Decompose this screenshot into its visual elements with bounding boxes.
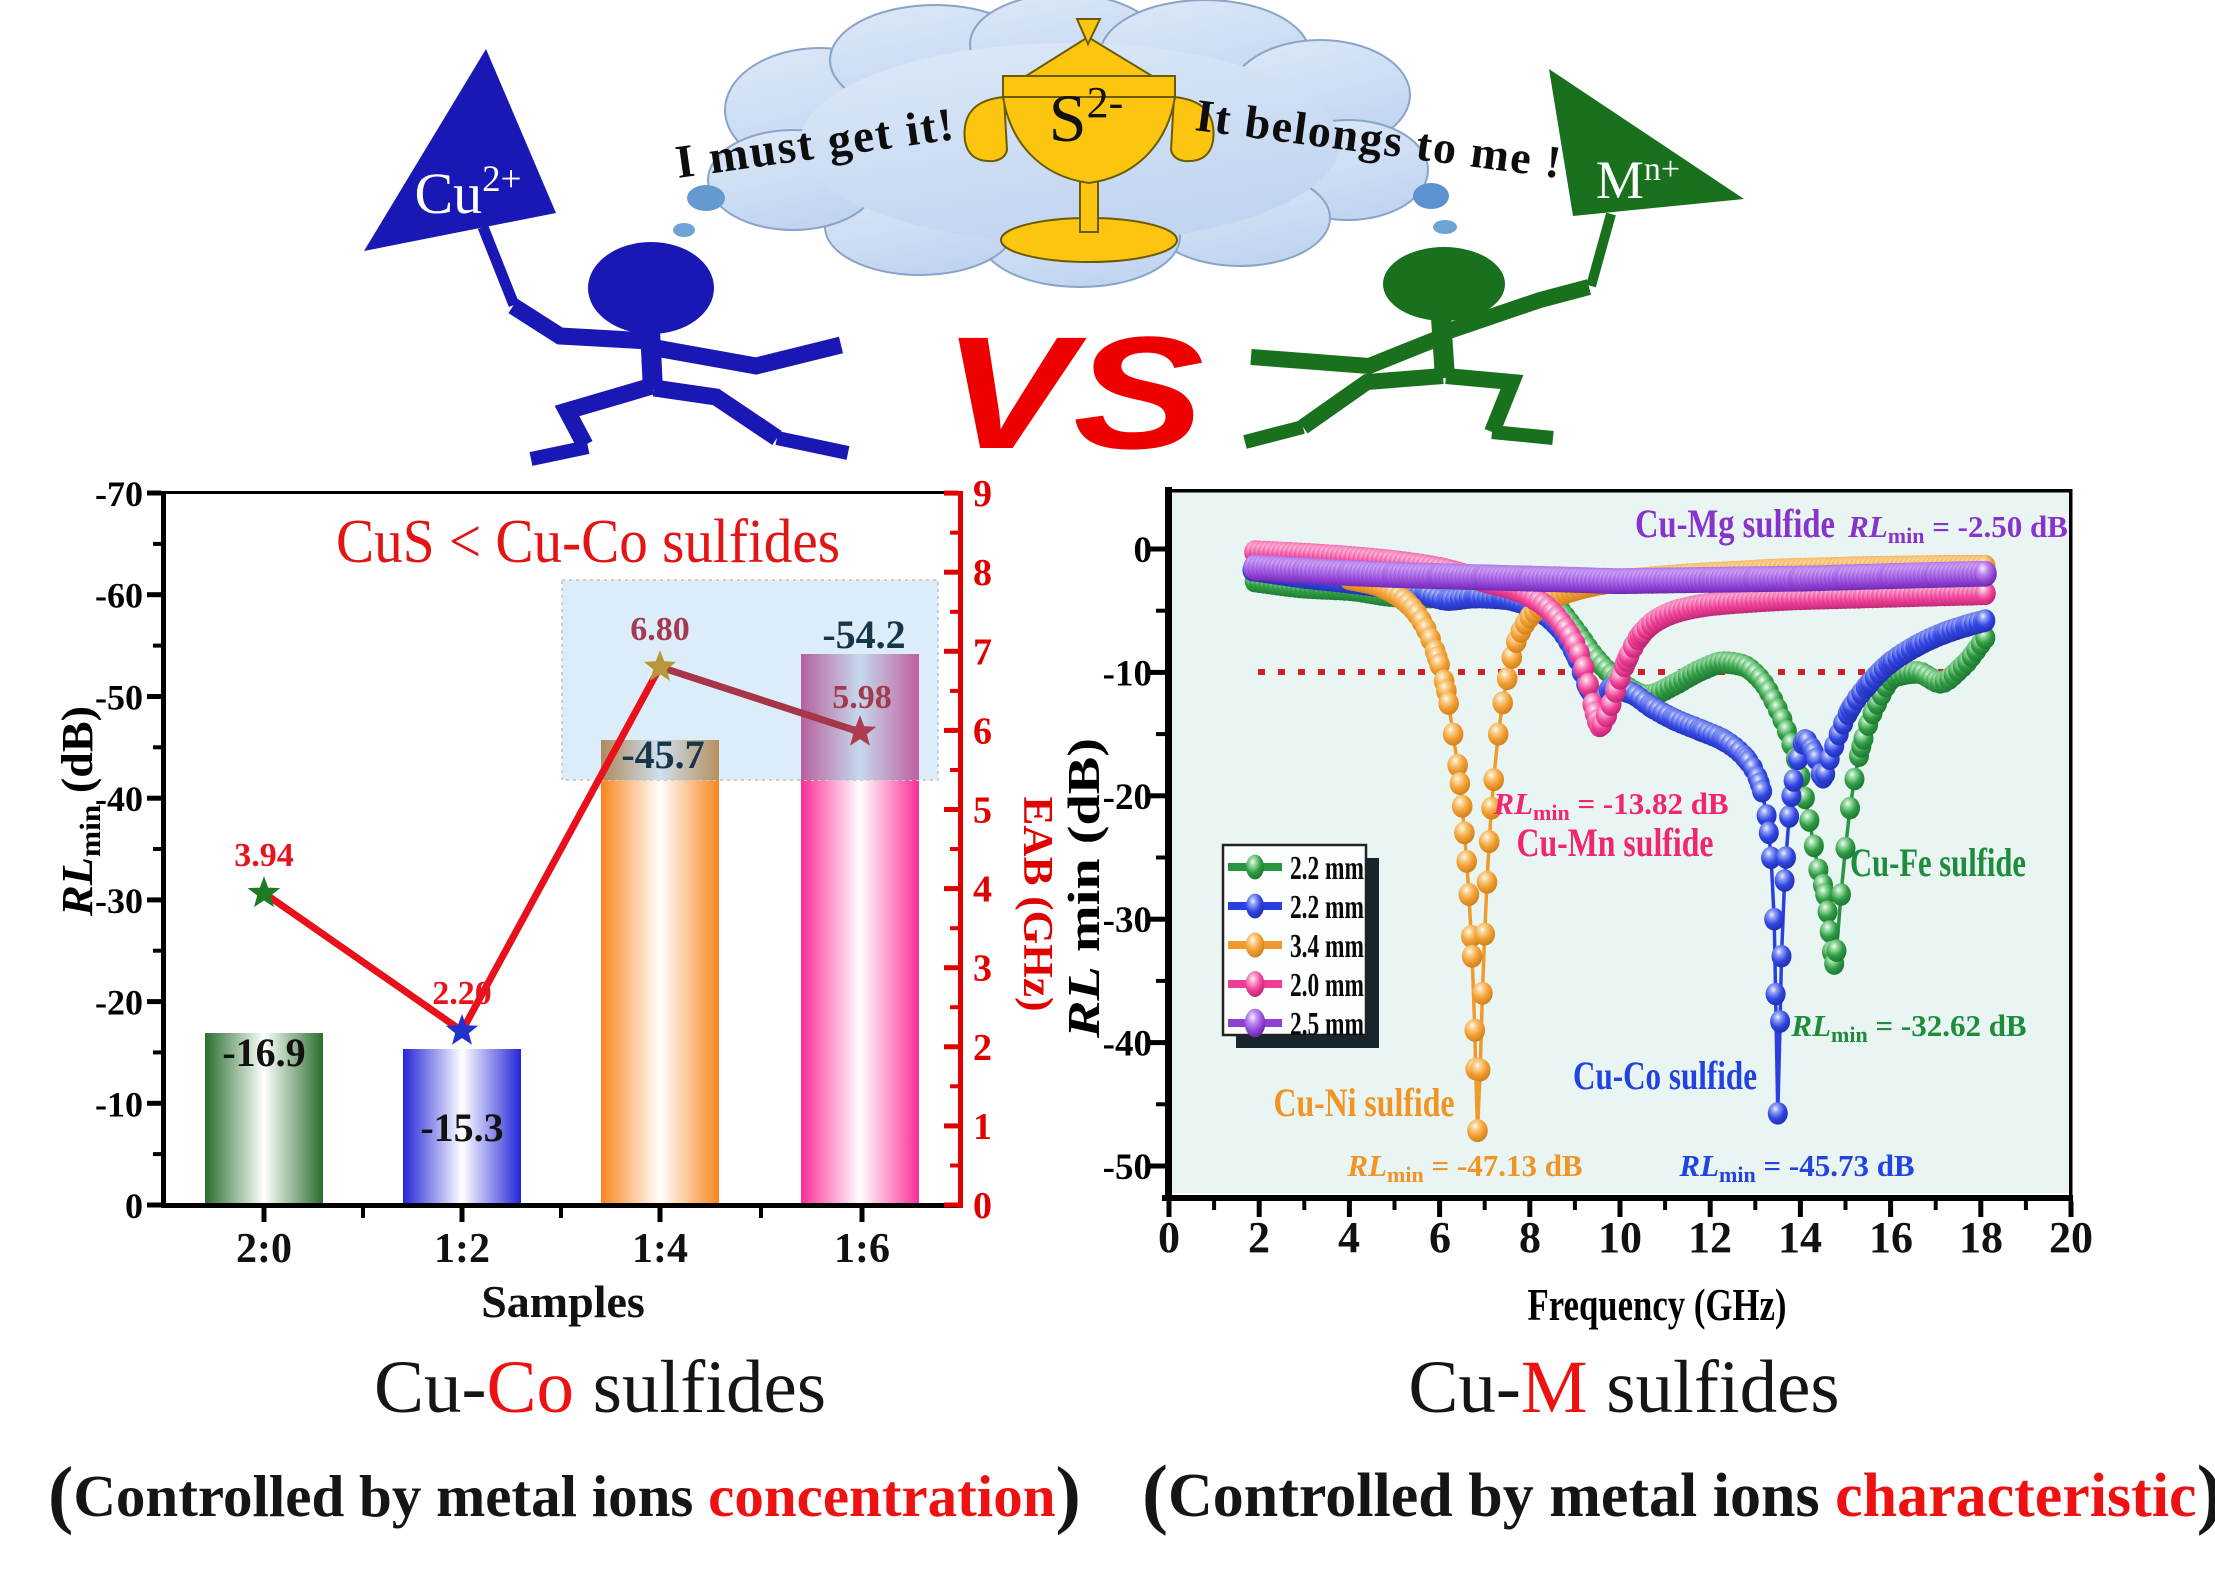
svg-text:2.2 mm: 2.2 mm xyxy=(1290,889,1364,926)
svg-text:RLmin = -2.50 dB: RLmin = -2.50 dB xyxy=(1847,509,2068,548)
svg-text:(Controlled by metal ions conc: (Controlled by metal ions concentration) xyxy=(48,1452,1081,1536)
svg-text:Cu-Mg sulfide: Cu-Mg sulfide xyxy=(1635,501,1835,546)
svg-text:2.20: 2.20 xyxy=(432,975,492,1012)
svg-text:1:6: 1:6 xyxy=(834,1226,890,1272)
svg-text:0: 0 xyxy=(1134,530,1153,571)
svg-text:-50: -50 xyxy=(95,677,143,717)
svg-text:RLmin = -47.13 dB: RLmin = -47.13 dB xyxy=(1346,1148,1582,1187)
svg-text:7: 7 xyxy=(973,631,992,673)
svg-text:Mn+: Mn+ xyxy=(1596,150,1680,210)
svg-text:Frequency (GHz): Frequency (GHz) xyxy=(1528,1279,1787,1330)
svg-text:-15.3: -15.3 xyxy=(420,1105,503,1150)
svg-text:VS: VS xyxy=(942,303,1204,482)
svg-text:EAB (GHz): EAB (GHz) xyxy=(1014,797,1060,1012)
svg-text:4: 4 xyxy=(973,869,992,911)
svg-text:0: 0 xyxy=(973,1185,992,1227)
svg-text:RL min (dB): RL min (dB) xyxy=(1058,738,1109,1039)
svg-text:2:0: 2:0 xyxy=(236,1226,292,1272)
svg-text:-40: -40 xyxy=(95,779,143,819)
svg-text:3.4 mm: 3.4 mm xyxy=(1290,928,1364,965)
svg-text:-20: -20 xyxy=(1103,777,1152,818)
svg-text:12: 12 xyxy=(1688,1213,1732,1262)
svg-text:-30: -30 xyxy=(95,881,143,921)
svg-text:8: 8 xyxy=(973,552,992,594)
svg-text:-70: -70 xyxy=(95,474,143,514)
svg-text:Cu-Co sulfide: Cu-Co sulfide xyxy=(1573,1053,1757,1098)
svg-text:-40: -40 xyxy=(1103,1024,1152,1065)
svg-text:6: 6 xyxy=(973,710,992,752)
svg-text:RLmin = -45.73 dB: RLmin = -45.73 dB xyxy=(1678,1148,1914,1187)
svg-text:Cu-Mn sulfide: Cu-Mn sulfide xyxy=(1517,820,1714,865)
svg-text:1:4: 1:4 xyxy=(632,1226,688,1272)
svg-text:Cu-Fe sulfide: Cu-Fe sulfide xyxy=(1850,840,2026,885)
svg-text:RLmin = -32.62 dB: RLmin = -32.62 dB xyxy=(1790,1008,2026,1047)
svg-text:Cu-Co sulfides: Cu-Co sulfides xyxy=(374,1346,826,1429)
svg-text:0: 0 xyxy=(1158,1213,1180,1262)
svg-text:-50: -50 xyxy=(1103,1147,1152,1188)
svg-text:-54.2: -54.2 xyxy=(822,612,905,657)
svg-text:Cu-Ni sulfide: Cu-Ni sulfide xyxy=(1274,1080,1455,1125)
svg-text:(Controlled by metal ions char: (Controlled by metal ions characteristic… xyxy=(1142,1449,2215,1536)
svg-text:16: 16 xyxy=(1869,1213,1913,1262)
svg-text:RLmin (dB): RLmin (dB) xyxy=(53,706,107,917)
svg-text:6: 6 xyxy=(1429,1213,1451,1262)
svg-text:2: 2 xyxy=(1248,1213,1270,1262)
svg-text:6.80: 6.80 xyxy=(630,611,690,648)
svg-text:-20: -20 xyxy=(95,983,143,1023)
svg-text:-16.9: -16.9 xyxy=(222,1030,305,1075)
svg-text:5.98: 5.98 xyxy=(832,679,892,716)
svg-text:RLmin = -13.82 dB: RLmin = -13.82 dB xyxy=(1492,786,1728,825)
svg-text:-30: -30 xyxy=(1103,900,1152,941)
svg-text:3: 3 xyxy=(973,948,992,990)
svg-text:1:2: 1:2 xyxy=(434,1226,490,1272)
svg-text:4: 4 xyxy=(1338,1213,1360,1262)
svg-text:Cu-M sulfides: Cu-M sulfides xyxy=(1408,1346,1839,1429)
svg-text:1: 1 xyxy=(973,1106,992,1148)
svg-text:14: 14 xyxy=(1778,1213,1822,1262)
svg-text:2: 2 xyxy=(973,1027,992,1069)
svg-text:2.0 mm: 2.0 mm xyxy=(1290,967,1364,1004)
svg-text:5: 5 xyxy=(973,790,992,832)
svg-text:18: 18 xyxy=(1959,1213,2003,1262)
svg-text:8: 8 xyxy=(1519,1213,1541,1262)
svg-text:3.94: 3.94 xyxy=(234,837,294,874)
svg-text:2.5 mm: 2.5 mm xyxy=(1290,1006,1364,1043)
svg-text:2.2 mm: 2.2 mm xyxy=(1290,850,1364,887)
svg-text:9: 9 xyxy=(973,473,992,515)
svg-text:Samples: Samples xyxy=(481,1276,645,1327)
svg-text:-45.7: -45.7 xyxy=(621,732,704,777)
svg-text:-10: -10 xyxy=(95,1084,143,1124)
svg-text:-60: -60 xyxy=(95,576,143,616)
svg-text:0: 0 xyxy=(125,1186,143,1226)
svg-text:CuS < Cu-Co sulfides: CuS < Cu-Co sulfides xyxy=(336,508,840,576)
svg-text:10: 10 xyxy=(1598,1213,1642,1262)
svg-text:-10: -10 xyxy=(1103,653,1152,694)
svg-text:20: 20 xyxy=(2049,1213,2093,1262)
